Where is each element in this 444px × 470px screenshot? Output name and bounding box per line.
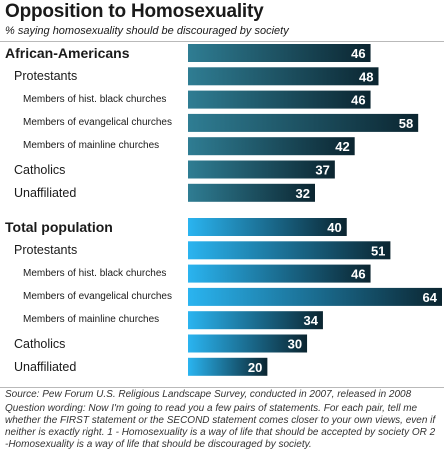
divider-top <box>0 41 444 42</box>
bar-total-population-total-population <box>188 218 347 236</box>
row-label-total-population-members-of-mainline-churches: Members of mainline churches <box>23 314 160 326</box>
bar-value-total-population-catholics: 30 <box>288 337 302 352</box>
bar-value-african-americans-unaffiliated: 32 <box>296 186 310 201</box>
divider-bottom <box>0 387 444 388</box>
bar-value-total-population-protestants: 51 <box>371 243 385 258</box>
question-wording: Question wording: Now I'm going to read … <box>5 403 436 450</box>
bar-african-americans-african-americans <box>188 44 371 62</box>
bar-total-population-members-of-mainline-churches <box>188 311 323 330</box>
row-label-african-americans-catholics: Catholics <box>14 162 66 177</box>
row-label-african-americans-protestants: Protestants <box>14 69 78 84</box>
source-note: Source: Pew Forum U.S. Religious Landsca… <box>5 389 412 400</box>
bar-value-african-americans-catholics: 37 <box>315 163 329 178</box>
bar-total-population-members-of-evangelical-churches <box>188 287 442 306</box>
row-label-total-population-unaffiliated: Unaffiliated <box>14 359 77 374</box>
bar-value-african-americans-members-of-evangelical-churches: 58 <box>399 116 413 131</box>
bar-value-total-population-members-of-hist-black-churches: 46 <box>351 267 365 282</box>
group-label-african-americans-african-americans: African-Americans <box>5 45 130 61</box>
row-label-total-population-members-of-hist-black-churches: Members of hist. black churches <box>23 267 167 279</box>
bar-african-americans-members-of-hist-black-churches <box>188 90 371 109</box>
bar-value-african-americans-members-of-hist-black-churches: 46 <box>351 93 365 108</box>
bar-value-total-population-total-population: 40 <box>327 220 341 235</box>
row-label-total-population-members-of-evangelical-churches: Members of evangelical churches <box>23 290 172 302</box>
bar-african-americans-members-of-evangelical-churches <box>188 113 419 132</box>
bar-total-population-members-of-hist-black-churches <box>188 264 371 283</box>
row-label-african-americans-members-of-mainline-churches: Members of mainline churches <box>23 140 160 152</box>
bar-african-americans-protestants <box>188 67 379 86</box>
bar-value-total-population-unaffiliated: 20 <box>248 360 262 375</box>
row-label-total-population-protestants: Protestants <box>14 243 78 258</box>
group-label-total-population-total-population: Total population <box>5 219 113 235</box>
bar-african-americans-catholics <box>188 160 335 179</box>
row-label-total-population-catholics: Catholics <box>14 336 66 351</box>
row-label-african-americans-members-of-hist-black-churches: Members of hist. black churches <box>23 93 167 105</box>
bar-african-americans-members-of-mainline-churches <box>188 137 355 156</box>
bar-value-total-population-members-of-mainline-churches: 34 <box>303 313 318 328</box>
bar-value-african-americans-protestants: 48 <box>359 69 373 84</box>
row-label-african-americans-members-of-evangelical-churches: Members of evangelical churches <box>23 116 172 128</box>
bar-value-total-population-members-of-evangelical-churches: 64 <box>423 290 438 305</box>
bar-total-population-unaffiliated <box>188 357 268 376</box>
bar-value-african-americans-members-of-mainline-churches: 42 <box>335 139 349 154</box>
bar-african-americans-unaffiliated <box>188 183 315 202</box>
bar-total-population-catholics <box>188 334 308 353</box>
chart-title: Opposition to Homosexuality <box>5 1 264 22</box>
row-label-african-americans-unaffiliated: Unaffiliated <box>14 185 77 200</box>
chart-subtitle: % saying homosexuality should be discour… <box>5 25 289 37</box>
bar-value-african-americans-african-americans: 46 <box>351 46 365 61</box>
bar-total-population-protestants <box>188 241 391 260</box>
